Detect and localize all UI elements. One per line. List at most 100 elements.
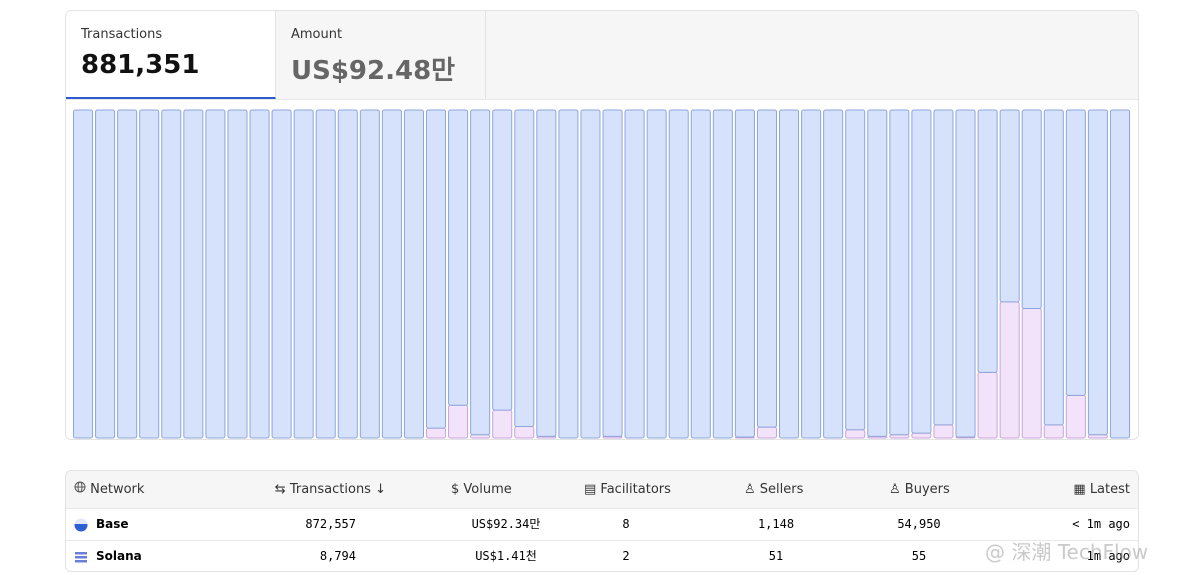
bar-segment: [95, 109, 116, 439]
bar-segment: [514, 109, 535, 428]
table-header: Network ⇆ Transactions ↓ $ Volume ▤ Faci…: [66, 471, 1138, 509]
table-cell: 872,557: [305, 517, 356, 531]
bar-segment: [337, 109, 358, 439]
bar-segment: [227, 109, 248, 439]
tab-value: 881,351: [81, 50, 200, 80]
header-text: Sellers: [759, 482, 804, 497]
bar-segment: [448, 404, 469, 439]
overview-card: Transactions 881,351 Amount US$92.48만: [65, 10, 1139, 440]
bar-segment: [249, 109, 270, 439]
bar-segment: [602, 109, 623, 437]
bar-segment: [712, 109, 733, 439]
solana-icon: [75, 552, 87, 563]
header-cell[interactable]: ♙ Buyers: [889, 482, 950, 497]
bar-segment: [403, 109, 424, 439]
bar-segment: [646, 109, 667, 439]
tab-label: Amount: [291, 27, 343, 42]
bar-segment: [756, 426, 777, 439]
table-cell: US$92.34만: [471, 517, 541, 531]
header-cell[interactable]: ▦ Latest: [1073, 482, 1130, 497]
table-cell: 51: [768, 549, 784, 563]
table-cell: US$1.41천: [475, 549, 537, 563]
bar-segment: [1043, 109, 1064, 426]
tabs: Transactions 881,351 Amount US$92.48만: [66, 11, 1138, 100]
bar-segment: [558, 109, 579, 439]
bar-segment: [315, 109, 336, 439]
bar-segment: [955, 109, 976, 438]
bar-segment: [426, 109, 447, 429]
table-cell: 55: [911, 549, 927, 563]
tab-value: US$92.48만: [291, 56, 456, 86]
bar-segment: [977, 371, 998, 439]
tab[interactable]: Transactions 881,351: [66, 11, 276, 99]
table-body: Base 872,557 US$92.34만 8 1,148 54,950 < 1m ago…: [66, 509, 1138, 571]
bar-segment: [1021, 307, 1042, 439]
bar-segment: [1065, 394, 1086, 439]
watermark: @ 深潮 TechFlow: [985, 540, 1149, 564]
bar-segment: [668, 109, 689, 439]
bar-segment: [734, 109, 755, 438]
bar-segment: [977, 109, 998, 373]
table-cell: 8,794: [319, 549, 356, 563]
bar-segment: [1087, 109, 1108, 436]
table-row[interactable]: Base 872,557 US$92.34만 8 1,148 54,950 < 1m ago: [66, 509, 1138, 541]
globe-icon: [74, 481, 86, 493]
bar-segment: [381, 109, 402, 439]
bar-segment: [801, 109, 822, 439]
bar-segment: [933, 109, 954, 426]
header-cell[interactable]: $ Volume: [451, 482, 512, 497]
table-cell: 1,148: [757, 517, 795, 531]
bar-segment: [448, 109, 469, 406]
chart: [73, 109, 1130, 439]
header-cell[interactable]: Network: [74, 471, 144, 508]
bar-segment: [470, 109, 491, 436]
bar-segment: [1109, 109, 1130, 439]
bar-segment: [161, 109, 182, 439]
bar-segment: [999, 109, 1020, 303]
bar-segment: [514, 426, 535, 439]
header-text: Buyers: [904, 482, 950, 497]
table-cell: < 1m ago: [1072, 517, 1130, 531]
network-table: Network ⇆ Transactions ↓ $ Volume ▤ Faci…: [65, 470, 1139, 572]
table-cell: 54,950: [897, 517, 941, 531]
bar-segment: [911, 109, 932, 434]
bar-segment: [1043, 424, 1064, 439]
bar-segment: [823, 109, 844, 439]
bar-segment: [933, 424, 954, 439]
bar-segment: [117, 109, 138, 439]
bar-segment: [690, 109, 711, 439]
header-text: Transactions: [289, 482, 371, 497]
bar-segment: [426, 427, 447, 439]
network-name: Solana: [75, 541, 142, 571]
bar-segment: [867, 109, 888, 437]
header-cell[interactable]: ♙ Sellers: [744, 482, 804, 497]
table-cell: 8: [622, 517, 630, 531]
bar-segment: [536, 109, 557, 437]
bar-segment: [624, 109, 645, 439]
tab[interactable]: Amount US$92.48만: [276, 11, 486, 99]
bar-segment: [492, 409, 513, 439]
bar-segment: [889, 109, 910, 436]
bar-segment: [580, 109, 601, 439]
header-cell[interactable]: ⇆ Transactions ↓: [274, 482, 386, 497]
bar-segment: [205, 109, 226, 439]
bar-segment: [1021, 109, 1042, 309]
bar-segment: [845, 429, 866, 439]
header-cell[interactable]: ▤ Facilitators: [584, 482, 671, 497]
table-row[interactable]: Solana 8,794 US$1.41천 2 51 55 1m ago: [66, 541, 1138, 571]
table-cell: 2: [622, 549, 630, 563]
bar-segment: [845, 109, 866, 431]
header-text: Network: [90, 482, 145, 497]
bar-segment: [1065, 109, 1086, 396]
header-text: Facilitators: [600, 482, 671, 497]
bar-segment: [756, 109, 777, 428]
bar-segment: [73, 109, 94, 439]
base-icon: [74, 518, 88, 532]
table-cell: 1m ago: [1086, 549, 1130, 563]
tab-label: Transactions: [81, 27, 163, 42]
bar-segment: [359, 109, 380, 439]
bar-segment: [293, 109, 314, 439]
network-name: Base: [74, 509, 129, 540]
header-text: Volume: [463, 482, 512, 497]
